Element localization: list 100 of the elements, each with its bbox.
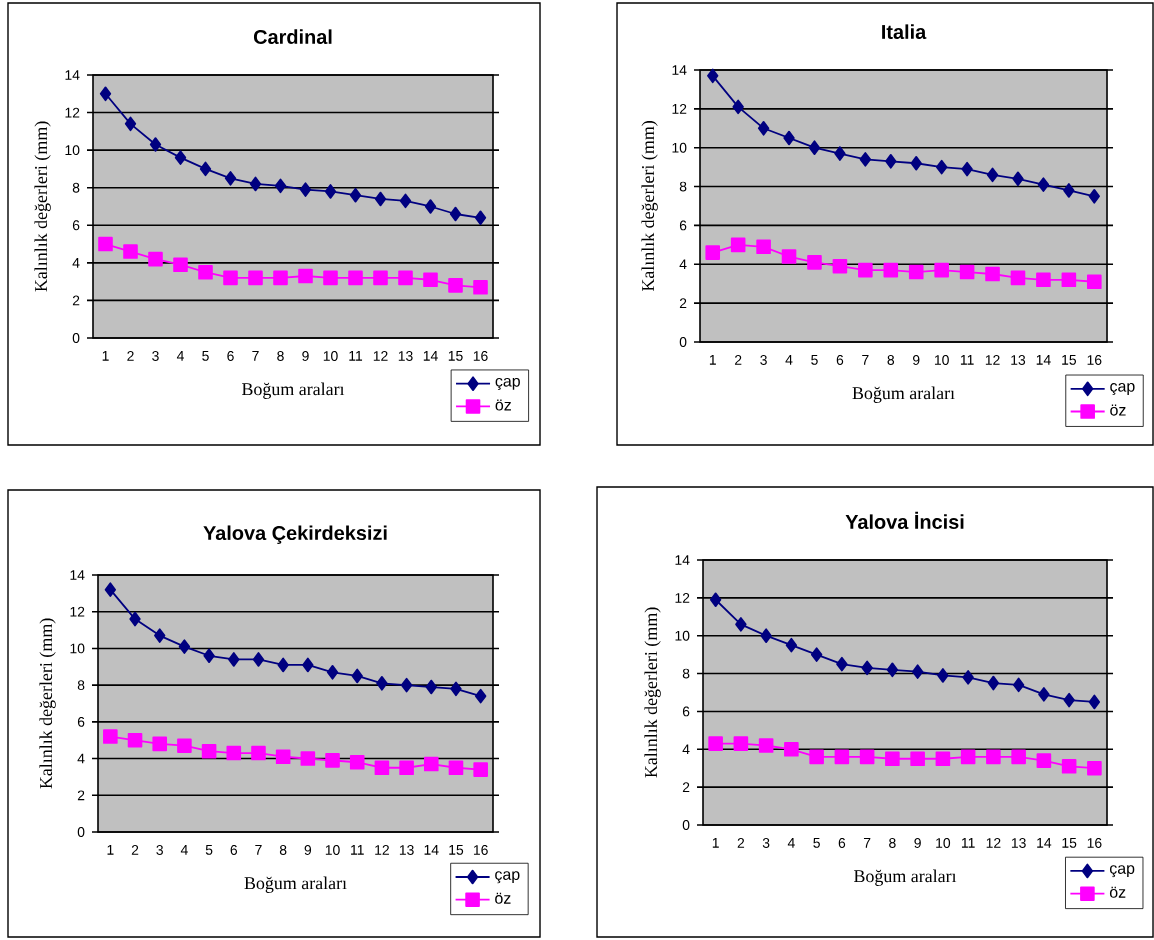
point	[783, 130, 795, 146]
x-tick-label: 9	[302, 351, 309, 361]
point	[858, 262, 873, 278]
point	[249, 176, 262, 192]
point	[1037, 177, 1050, 192]
x-tick-label: 15	[1062, 355, 1077, 365]
point	[1061, 759, 1077, 774]
point	[807, 255, 822, 270]
point	[373, 270, 388, 286]
point	[911, 664, 924, 679]
point	[277, 657, 289, 673]
point	[1086, 274, 1102, 290]
y-tick-label: 8	[72, 182, 80, 193]
point	[273, 270, 288, 286]
y-tick-label: 4	[77, 753, 85, 764]
x-tick-label: 2	[737, 838, 745, 848]
point	[733, 736, 749, 751]
x-tick-label: 9	[913, 355, 920, 365]
y-tick-label: 14	[65, 70, 80, 80]
point	[1012, 171, 1024, 187]
point	[103, 729, 118, 744]
point	[326, 664, 339, 680]
point	[323, 270, 338, 286]
point	[223, 270, 238, 286]
x-tick-label: 1	[712, 838, 719, 848]
y-tick-label: 8	[682, 668, 690, 679]
y-axis-title: Kalınlık değerleri (mm)	[34, 121, 51, 292]
point	[203, 648, 215, 664]
x-axis-title: Boğum araları	[854, 869, 957, 886]
y-tick-label: 4	[679, 259, 687, 270]
legend-label: çap	[1109, 865, 1135, 878]
point	[149, 137, 162, 152]
point	[756, 239, 771, 255]
point	[448, 760, 464, 776]
point	[201, 743, 217, 759]
x-tick-label: 12	[373, 351, 388, 361]
point	[376, 676, 388, 691]
legend-label: çap	[1110, 383, 1135, 395]
y-tick-label: 8	[679, 181, 687, 192]
point	[448, 278, 463, 293]
x-tick-label: 16	[1087, 838, 1102, 848]
x-tick-label: 4	[787, 838, 795, 848]
y-tick-label: 14	[675, 555, 690, 565]
y-tick-label: 8	[77, 680, 85, 691]
point	[859, 152, 872, 167]
point	[275, 749, 291, 765]
x-tick-label: 5	[202, 351, 209, 361]
point	[809, 749, 824, 765]
y-tick-label: 12	[70, 606, 85, 617]
point	[986, 749, 1001, 765]
point	[1063, 183, 1075, 198]
point	[883, 262, 899, 278]
point	[705, 245, 721, 260]
x-tick-label: 4	[176, 351, 184, 361]
point	[1063, 692, 1075, 708]
point	[398, 270, 413, 286]
point	[836, 656, 848, 672]
point	[300, 751, 316, 766]
point	[104, 582, 117, 597]
point	[98, 236, 113, 252]
point	[834, 146, 846, 161]
x-tick-label: 8	[889, 838, 896, 848]
point	[298, 268, 313, 284]
x-axis-title: Boğum araları	[244, 876, 347, 893]
x-tick-label: 1	[107, 845, 114, 855]
point	[99, 86, 112, 102]
y-tick-label: 6	[72, 220, 80, 231]
x-tick-label: 3	[156, 845, 163, 855]
point	[248, 270, 263, 286]
x-tick-label: 5	[813, 838, 820, 848]
point	[129, 611, 141, 627]
x-tick-label: 8	[887, 355, 895, 365]
point	[985, 266, 1000, 282]
point	[199, 161, 212, 177]
point	[935, 751, 951, 767]
point	[961, 161, 973, 177]
x-tick-label: 2	[734, 355, 742, 365]
y-tick-label: 6	[679, 220, 687, 231]
y-tick-label: 10	[70, 643, 85, 654]
x-tick-label: 3	[760, 355, 767, 365]
point	[861, 660, 873, 676]
point	[987, 675, 1000, 691]
point	[935, 159, 948, 175]
point	[832, 258, 848, 274]
point	[450, 681, 462, 697]
point	[173, 257, 188, 273]
point	[424, 199, 437, 214]
x-tick-label: 16	[473, 351, 488, 361]
x-tick-label: 11	[961, 838, 975, 848]
point	[1036, 272, 1051, 288]
y-tick-label: 0	[77, 827, 85, 837]
point	[1012, 677, 1025, 693]
y-tick-label: 12	[672, 104, 687, 114]
y-axis-title: Kalınlık değerleri (mm)	[641, 121, 658, 292]
y-tick-label: 12	[65, 107, 80, 118]
legend-label: öz	[1109, 886, 1126, 898]
point	[399, 760, 414, 776]
point	[986, 167, 999, 183]
x-tick-label: 7	[255, 845, 262, 855]
x-tick-label: 7	[252, 351, 259, 361]
